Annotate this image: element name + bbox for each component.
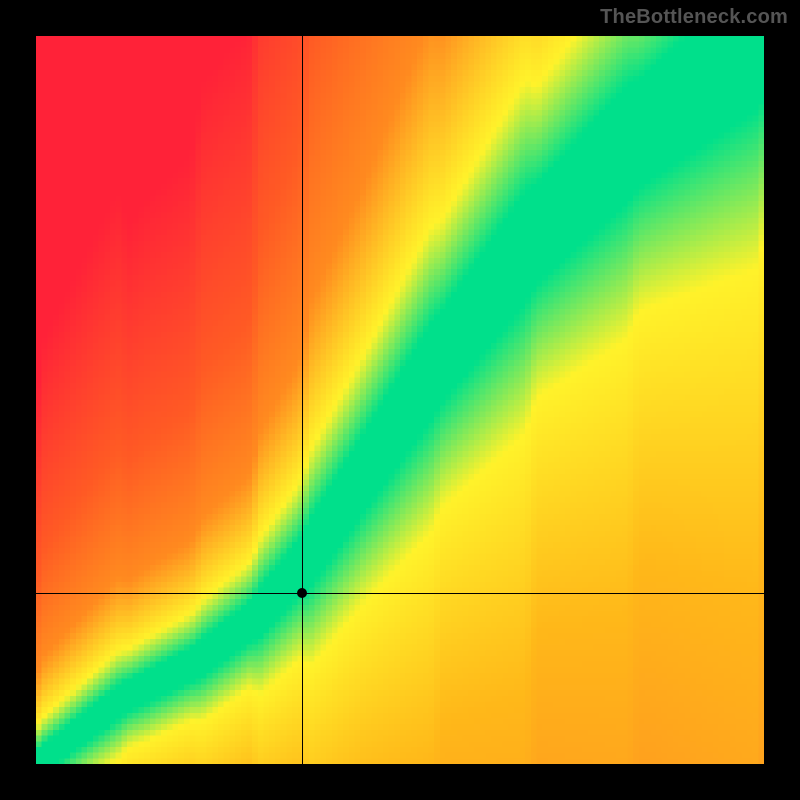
chart-container: TheBottleneck.com [0,0,800,800]
crosshair-dot [297,588,307,598]
crosshair-vertical-line [302,36,303,764]
watermark-text: TheBottleneck.com [600,6,788,29]
crosshair-horizontal-line [36,593,764,594]
heatmap-plot-area [36,36,764,764]
heatmap-canvas [36,36,764,764]
